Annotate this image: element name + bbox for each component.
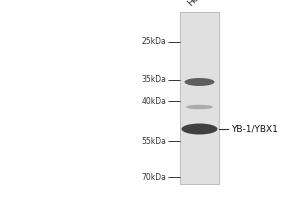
Text: 40kDa: 40kDa	[142, 97, 167, 106]
Text: HepG2: HepG2	[185, 0, 214, 8]
Text: YB-1/YBX1: YB-1/YBX1	[231, 124, 278, 134]
Text: 55kDa: 55kDa	[142, 136, 167, 146]
Text: 25kDa: 25kDa	[142, 38, 167, 46]
Text: 70kDa: 70kDa	[142, 172, 167, 182]
Ellipse shape	[182, 123, 218, 134]
Ellipse shape	[184, 78, 214, 86]
Bar	[180, 12, 219, 184]
Ellipse shape	[186, 105, 213, 109]
Text: 35kDa: 35kDa	[142, 75, 167, 84]
